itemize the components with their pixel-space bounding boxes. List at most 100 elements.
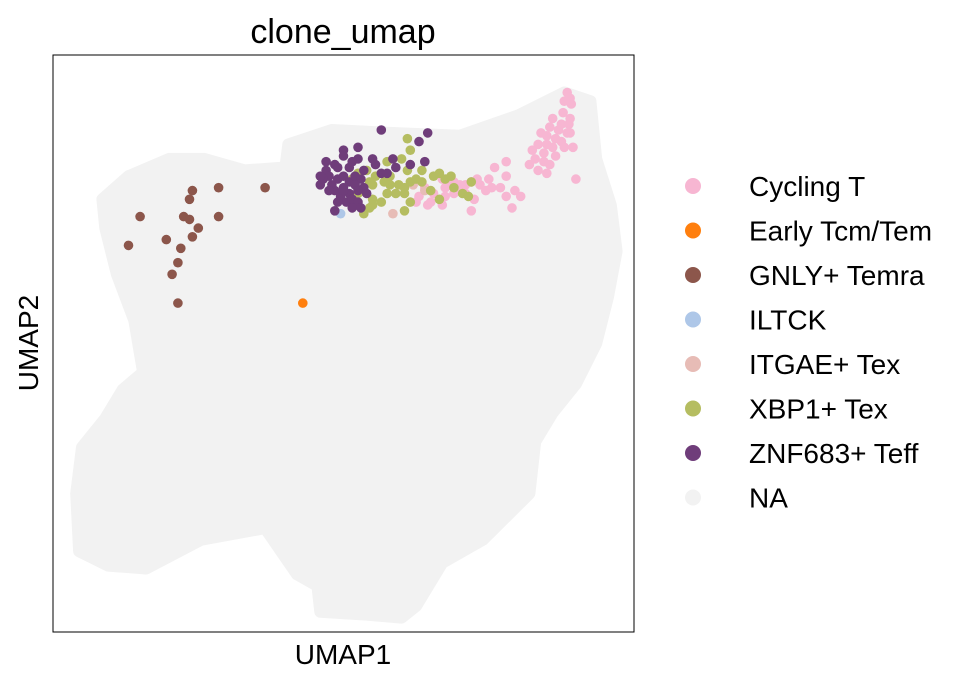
point-cycling-t bbox=[547, 113, 558, 124]
point-gnly-temra bbox=[184, 194, 195, 205]
legend-marker bbox=[685, 267, 701, 283]
point-znf683-teff bbox=[414, 136, 424, 147]
highlighted-points-layer bbox=[123, 87, 581, 308]
x-axis-label: UMAP1 bbox=[295, 639, 391, 670]
point-gnly-temra bbox=[167, 269, 177, 280]
legend-marker bbox=[685, 311, 701, 328]
point-xbp1-tex bbox=[405, 145, 416, 155]
legend-label: ILTCK bbox=[749, 305, 827, 336]
point-cycling-t bbox=[566, 99, 577, 109]
point-cycling-t bbox=[425, 197, 436, 207]
point-znf683-teff bbox=[332, 197, 343, 207]
na-cells-region bbox=[70, 86, 623, 624]
background-cells-layer bbox=[70, 86, 623, 624]
legend-item-cycling-t: Cycling T bbox=[685, 171, 865, 202]
point-cycling-t bbox=[489, 162, 500, 173]
point-gnly-temra bbox=[213, 211, 224, 222]
legend-label: ITGAE+ Tex bbox=[749, 349, 900, 380]
point-znf683-teff bbox=[332, 162, 343, 173]
point-znf683-teff bbox=[338, 185, 349, 196]
point-xbp1-tex bbox=[466, 177, 477, 187]
point-xbp1-tex bbox=[449, 182, 459, 193]
point-cycling-t bbox=[559, 142, 570, 153]
point-xbp1-tex bbox=[402, 133, 413, 144]
point-xbp1-tex bbox=[393, 180, 404, 190]
legend-marker bbox=[685, 222, 701, 239]
point-xbp1-tex bbox=[399, 188, 410, 199]
point-znf683-teff bbox=[347, 203, 358, 213]
point-znf683-teff bbox=[391, 162, 401, 173]
point-znf683-teff bbox=[388, 154, 398, 164]
legend: Cycling T Early Tcm/Tem GNLY+ Temra ILTCK IT… bbox=[685, 171, 932, 514]
legend-item-early-tcm-tem: Early Tcm/Tem bbox=[685, 216, 932, 247]
point-cycling-t bbox=[515, 191, 526, 202]
point-xbp1-tex bbox=[379, 177, 390, 187]
point-cycling-t bbox=[562, 87, 572, 98]
point-znf683-teff bbox=[370, 159, 381, 170]
point-znf683-teff bbox=[315, 171, 326, 181]
point-cycling-t bbox=[568, 142, 578, 153]
point-itgae-tex bbox=[388, 208, 398, 219]
legend-item-znf683-teff: ZNF683+ Teff bbox=[685, 438, 919, 469]
point-znf683-teff bbox=[361, 188, 372, 199]
point-gnly-temra bbox=[187, 185, 198, 196]
legend-label: ZNF683+ Teff bbox=[749, 438, 919, 469]
point-xbp1-tex bbox=[405, 197, 416, 207]
point-gnly-temra bbox=[173, 298, 183, 308]
point-gnly-temra bbox=[161, 234, 172, 245]
legend-item-xbp1-tex: XBP1+ Tex bbox=[685, 394, 888, 425]
legend-marker bbox=[685, 445, 701, 461]
point-cycling-t bbox=[501, 191, 512, 202]
point-cycling-t bbox=[495, 182, 506, 193]
legend-item-na: NA bbox=[685, 483, 788, 514]
point-cycling-t bbox=[553, 125, 564, 135]
point-gnly-temra bbox=[123, 240, 134, 251]
point-xbp1-tex bbox=[391, 188, 401, 199]
point-cycling-t bbox=[510, 185, 520, 196]
legend-marker bbox=[685, 489, 701, 506]
point-xbp1-tex bbox=[382, 188, 392, 199]
point-cycling-t bbox=[501, 171, 512, 181]
point-cycling-t bbox=[539, 148, 549, 158]
point-xbp1-tex bbox=[364, 203, 375, 213]
point-gnly-temra bbox=[184, 214, 195, 225]
point-cycling-t bbox=[550, 151, 561, 161]
legend-item-iltck: ILTCK bbox=[685, 305, 827, 336]
point-xbp1-tex bbox=[364, 177, 375, 187]
legend-label: XBP1+ Tex bbox=[749, 394, 888, 425]
point-gnly-temra bbox=[213, 182, 224, 193]
point-znf683-teff bbox=[353, 142, 363, 153]
point-xbp1-tex bbox=[417, 177, 427, 187]
point-xbp1-tex bbox=[434, 194, 445, 205]
chart-title: clone_umap bbox=[250, 13, 435, 51]
point-cycling-t bbox=[558, 107, 568, 118]
point-cycling-t bbox=[484, 174, 494, 184]
plot-frame bbox=[52, 54, 635, 633]
plot-area bbox=[70, 86, 623, 624]
point-cycling-t bbox=[536, 128, 546, 138]
point-cycling-t bbox=[501, 156, 512, 167]
legend-marker bbox=[685, 400, 701, 417]
point-early-tcm-tem bbox=[298, 298, 308, 308]
point-xbp1-tex bbox=[446, 171, 456, 181]
point-znf683-teff bbox=[330, 206, 340, 216]
point-znf683-teff bbox=[382, 168, 392, 179]
point-gnly-temra bbox=[187, 232, 198, 242]
point-znf683-teff bbox=[338, 151, 349, 161]
point-cycling-t bbox=[547, 142, 558, 153]
point-znf683-teff bbox=[405, 159, 416, 170]
point-cycling-t bbox=[466, 206, 477, 216]
legend-label: GNLY+ Temra bbox=[749, 260, 925, 291]
point-gnly-temra bbox=[135, 211, 145, 222]
point-znf683-teff bbox=[422, 128, 433, 138]
point-xbp1-tex bbox=[396, 154, 407, 164]
point-gnly-temra bbox=[260, 182, 270, 193]
point-cycling-t bbox=[533, 165, 543, 176]
point-znf683-teff bbox=[356, 203, 366, 213]
point-xbp1-tex bbox=[463, 191, 474, 202]
legend-item-itgae-tex: ITGAE+ Tex bbox=[685, 349, 900, 380]
point-xbp1-tex bbox=[376, 197, 387, 207]
legend-marker bbox=[685, 356, 701, 372]
point-xbp1-tex bbox=[434, 168, 445, 179]
point-xbp1-tex bbox=[425, 185, 436, 196]
